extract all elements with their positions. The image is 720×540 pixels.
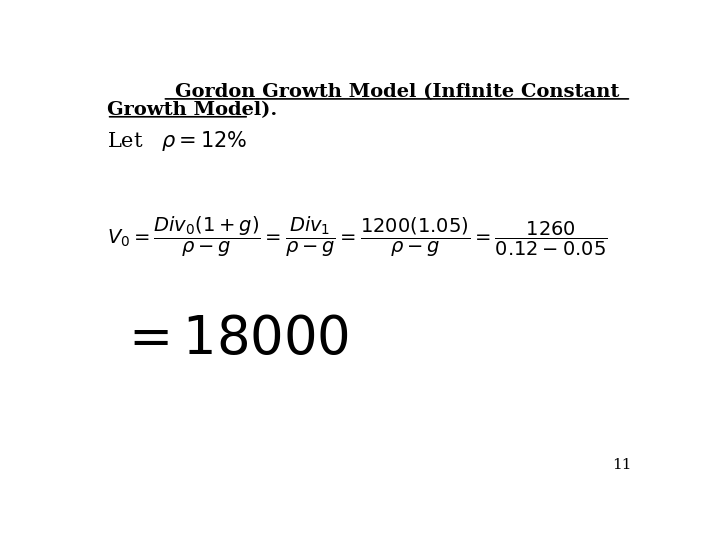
Text: Growth Model).: Growth Model). <box>107 102 277 119</box>
Text: 11: 11 <box>612 458 631 472</box>
Text: $V_0 = \dfrac{Div_0(1+g)}{\rho - g} = \dfrac{Div_1}{\rho - g} = \dfrac{1200(1.05: $V_0 = \dfrac{Div_0(1+g)}{\rho - g} = \d… <box>107 214 607 259</box>
Text: $= 18000$: $= 18000$ <box>118 314 349 365</box>
Text: Gordon Growth Model (Infinite Constant: Gordon Growth Model (Infinite Constant <box>175 84 619 102</box>
Text: Let   $\rho = 12\%$: Let $\rho = 12\%$ <box>107 129 247 153</box>
